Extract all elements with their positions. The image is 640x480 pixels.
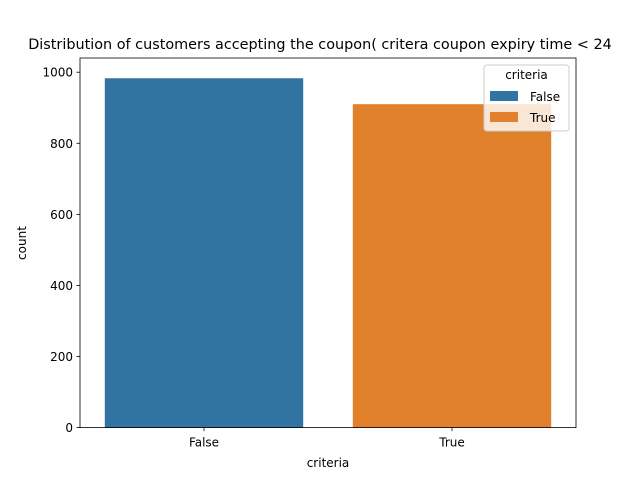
y-tick-label: 400 xyxy=(50,279,73,293)
bar-true xyxy=(352,104,552,428)
legend-swatch-false xyxy=(490,91,518,101)
x-axis-ticks: False True xyxy=(189,427,465,450)
x-tick-label: False xyxy=(189,436,219,450)
y-tick-label: 600 xyxy=(50,208,73,222)
legend-swatch-true xyxy=(490,112,518,122)
plot-frame xyxy=(79,57,577,429)
y-tick-label: 200 xyxy=(50,350,73,364)
x-axis-label: criteria xyxy=(307,456,350,470)
legend-title: criteria xyxy=(505,68,548,82)
legend-label-false: False xyxy=(530,90,560,104)
bar-false xyxy=(104,78,304,428)
legend: criteria False True xyxy=(483,64,570,132)
y-axis-label: count xyxy=(15,226,29,260)
x-tick-label: True xyxy=(438,436,465,450)
y-tick-label: 0 xyxy=(65,421,73,435)
y-axis-ticks: 0 200 400 600 800 1000 xyxy=(42,66,80,435)
y-tick-label: 800 xyxy=(50,137,73,151)
legend-label-true: True xyxy=(529,111,556,125)
chart-title: Distribution of customers accepting the … xyxy=(28,37,612,53)
bars-group xyxy=(104,78,552,428)
y-tick-label: 1000 xyxy=(42,66,73,80)
